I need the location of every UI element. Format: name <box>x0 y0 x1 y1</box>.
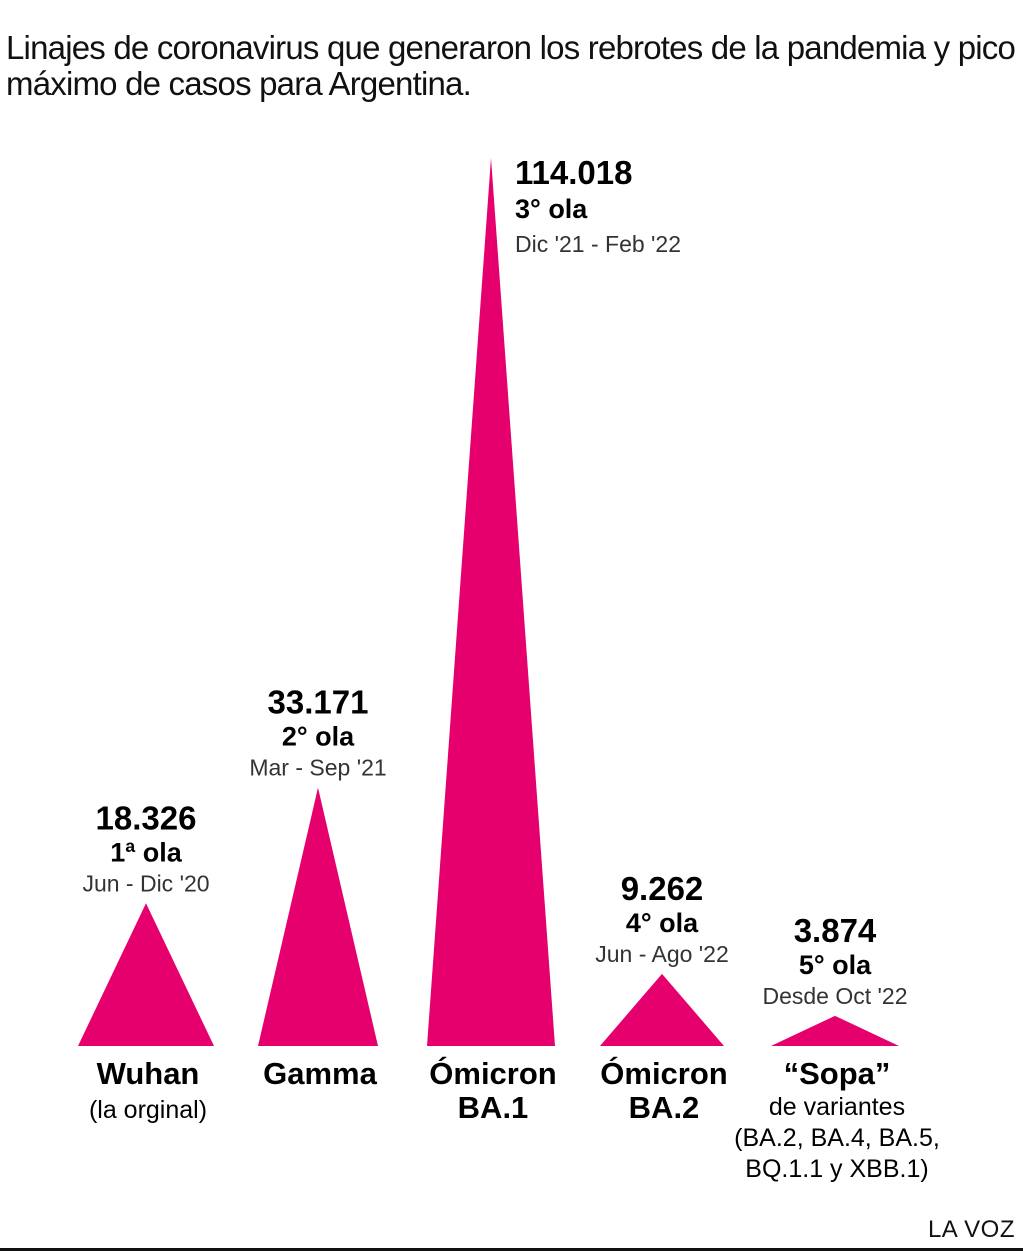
value-label: 3.874 <box>794 912 877 949</box>
category-label: Gamma <box>263 1056 377 1091</box>
category-sublabel: BQ.1.1 y XBB.1) <box>745 1155 928 1183</box>
wave-label: 3° ola <box>515 194 588 224</box>
spike-5 <box>771 1015 899 1046</box>
category-sublabel: (la orginal) <box>89 1096 207 1124</box>
category-label: Wuhan <box>97 1056 200 1091</box>
period-label: Jun - Ago '22 <box>595 941 729 967</box>
spike-4 <box>600 973 724 1046</box>
wave-label: 2° ola <box>282 722 355 752</box>
category-sublabel: BA.1 <box>458 1090 529 1125</box>
value-label: 33.171 <box>268 684 369 721</box>
source-label: LA VOZ <box>927 1216 1015 1243</box>
spike-2 <box>258 787 378 1046</box>
value-label: 9.262 <box>621 870 704 907</box>
category-label: Ómicron <box>429 1055 556 1091</box>
period-label: Jun - Dic '20 <box>82 870 209 896</box>
bottom-divider <box>0 1248 1023 1251</box>
wave-label: 4° ola <box>626 908 699 938</box>
wave-label: 5° ola <box>799 950 872 980</box>
category-label: Ómicron <box>600 1055 727 1091</box>
spike-3 <box>427 158 555 1046</box>
value-label: 18.326 <box>96 799 197 836</box>
category-label: “Sopa” <box>784 1056 891 1091</box>
chart-title: Linajes de coronavirus que generaron los… <box>6 29 1016 102</box>
period-label: Dic '21 - Feb '22 <box>515 231 681 257</box>
category-sublabel: BA.2 <box>629 1090 700 1125</box>
value-label: 114.018 <box>515 154 632 191</box>
period-label: Desde Oct '22 <box>762 983 907 1009</box>
category-sublabel: de variantes <box>769 1093 905 1121</box>
category-sublabel: (BA.2, BA.4, BA.5, <box>734 1124 940 1152</box>
period-label: Mar - Sep '21 <box>249 755 386 781</box>
wave-label: 1ª ola <box>110 837 183 867</box>
spike-1 <box>78 903 214 1046</box>
